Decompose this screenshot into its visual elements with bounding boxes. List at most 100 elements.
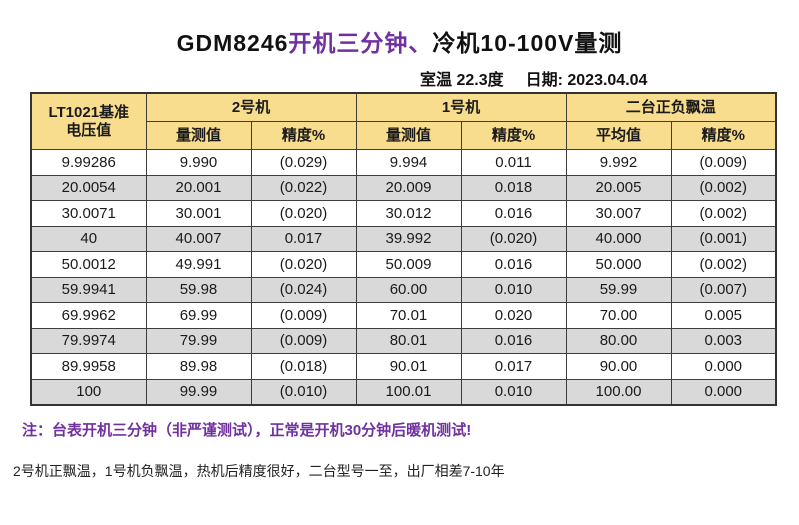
table-cell: (0.002): [670, 174, 777, 201]
table-cell: (0.029): [250, 149, 357, 176]
table-cell: 0.000: [670, 378, 777, 406]
table-cell: 30.012: [355, 200, 462, 227]
table-cell: 0.016: [460, 327, 567, 354]
header-unit2-measured: 量测值: [145, 121, 252, 150]
table-cell: 59.98: [145, 276, 252, 303]
measurement-table: LT1021基准 电压值 2号机 1号机 二台正负飘温 量测值 精度% 量测值 …: [30, 92, 778, 406]
table-cell: 80.00: [565, 327, 672, 354]
note-drift-summary: 2号机正飘温，1号机负飘温，热机后精度很好，二台型号一至，出厂相差7-10年: [13, 463, 505, 479]
table-cell: (0.018): [250, 353, 357, 380]
table-cell: (0.024): [250, 276, 357, 303]
table-cell: 50.000: [565, 251, 672, 278]
header-ref-line2: 电压值: [66, 121, 112, 139]
table-cell: (0.002): [670, 251, 777, 278]
table-cell: 0.017: [250, 225, 357, 252]
table-cell: (0.009): [250, 327, 357, 354]
table-cell: 60.00: [355, 276, 462, 303]
table-cell: 0.005: [670, 302, 777, 329]
table-cell: (0.020): [250, 200, 357, 227]
table-cell: (0.022): [250, 174, 357, 201]
table-cell: (0.002): [670, 200, 777, 227]
table-cell: 99.99: [145, 378, 252, 406]
table-row: 40 40.007 0.017 39.992 (0.020) 40.000 (0.001): [30, 225, 777, 252]
table-cell: 100: [30, 378, 147, 406]
table-cell: (0.007): [670, 276, 777, 303]
table-cell: 0.020: [460, 302, 567, 329]
table-row: 89.9958 89.98 (0.018) 90.01 0.017 90.00 0.000: [30, 353, 777, 380]
table-cell: 80.01: [355, 327, 462, 354]
table-cell: 69.99: [145, 302, 252, 329]
table-header-group-row: LT1021基准 电压值 2号机 1号机 二台正负飘温: [30, 92, 777, 150]
table-cell: 39.992: [355, 225, 462, 252]
table-row: 100 99.99 (0.010) 100.01 0.010 100.00 0.000: [30, 378, 777, 406]
table-cell: 89.9958: [30, 353, 147, 380]
room-temperature-label: 室温 22.3度: [420, 72, 504, 89]
table-cell: 20.009: [355, 174, 462, 201]
table-cell: 79.99: [145, 327, 252, 354]
header-drift: 二台正负飘温: [565, 92, 777, 122]
table-cell: 0.016: [460, 251, 567, 278]
table-cell: 30.0071: [30, 200, 147, 227]
table-cell: 100.01: [355, 378, 462, 406]
table-cell: 9.990: [145, 149, 252, 176]
header-unit2-accuracy: 精度%: [250, 121, 357, 150]
table-cell: 0.018: [460, 174, 567, 201]
table-row: 79.9974 79.99 (0.009) 80.01 0.016 80.00 0.003: [30, 327, 777, 354]
table-cell: (0.001): [670, 225, 777, 252]
table-cell: 20.0054: [30, 174, 147, 201]
table-row: 59.9941 59.98 (0.024) 60.00 0.010 59.99 (0.007…: [30, 276, 777, 303]
table-cell: 40: [30, 225, 147, 252]
table-row: 9.99286 9.990 (0.029) 9.994 0.011 9.992 (0.009…: [30, 149, 777, 176]
info-line: 室温 22.3度 日期: 2023.04.04: [420, 66, 647, 90]
table-cell: 40.007: [145, 225, 252, 252]
title-rest: 冷机10-100V量测: [432, 30, 623, 56]
table-cell: (0.020): [250, 251, 357, 278]
header-unit1-measured: 量测值: [355, 121, 462, 150]
table-cell: 69.9962: [30, 302, 147, 329]
table-cell: 0.016: [460, 200, 567, 227]
table-cell: 30.007: [565, 200, 672, 227]
table-cell: 0.010: [460, 276, 567, 303]
table-cell: 90.01: [355, 353, 462, 380]
header-unit1-accuracy: 精度%: [460, 121, 567, 150]
table-cell: 0.017: [460, 353, 567, 380]
header-ref-line1: LT1021基准: [48, 104, 130, 122]
header-unit2: 2号机: [145, 92, 357, 122]
table-cell: 0.010: [460, 378, 567, 406]
table-cell: 20.005: [565, 174, 672, 201]
table-cell: 90.00: [565, 353, 672, 380]
table-cell: 49.991: [145, 251, 252, 278]
title-model: GDM8246: [176, 30, 289, 56]
table-cell: 59.9941: [30, 276, 147, 303]
table-cell: 30.001: [145, 200, 252, 227]
table-row: 30.0071 30.001 (0.020) 30.012 0.016 30.007 (0.…: [30, 200, 777, 227]
table-cell: (0.020): [460, 225, 567, 252]
table-row: 69.9962 69.99 (0.009) 70.01 0.020 70.00 0.005: [30, 302, 777, 329]
table-cell: 9.992: [565, 149, 672, 176]
table-cell: (0.009): [670, 149, 777, 176]
table-cell: (0.009): [250, 302, 357, 329]
note-warmup: 注：台表开机三分钟（非严谨测试），正常是开机30分钟后暖机测试!: [22, 422, 472, 439]
table-cell: 9.994: [355, 149, 462, 176]
table-header-sub-row: 量测值 精度% 量测值 精度% 平均值 精度%: [31, 121, 777, 150]
table-cell: 0.000: [670, 353, 777, 380]
table-cell: 50.0012: [30, 251, 147, 278]
page-title: GDM8246开机三分钟、冷机10-100V量测: [0, 24, 799, 58]
date-label: 日期: 2023.04.04: [525, 72, 648, 89]
table-cell: 89.98: [145, 353, 252, 380]
table-cell: 0.003: [670, 327, 777, 354]
table-cell: 50.009: [355, 251, 462, 278]
table-row: 20.0054 20.001 (0.022) 20.009 0.018 20.005 (0.…: [30, 174, 777, 201]
table-cell: 20.001: [145, 174, 252, 201]
table-cell: 100.00: [565, 378, 672, 406]
header-ref-voltage: LT1021基准 电压值: [30, 92, 147, 150]
table-cell: 59.99: [565, 276, 672, 303]
table-row: 50.0012 49.991 (0.020) 50.009 0.016 50.000 (0.…: [30, 251, 777, 278]
header-drift-average: 平均值: [565, 121, 672, 150]
table-cell: (0.010): [250, 378, 357, 406]
table-cell: 70.00: [565, 302, 672, 329]
header-unit1: 1号机: [355, 92, 567, 122]
table-cell: 0.011: [460, 149, 567, 176]
header-drift-accuracy: 精度%: [670, 121, 777, 150]
table-cell: 79.9974: [30, 327, 147, 354]
